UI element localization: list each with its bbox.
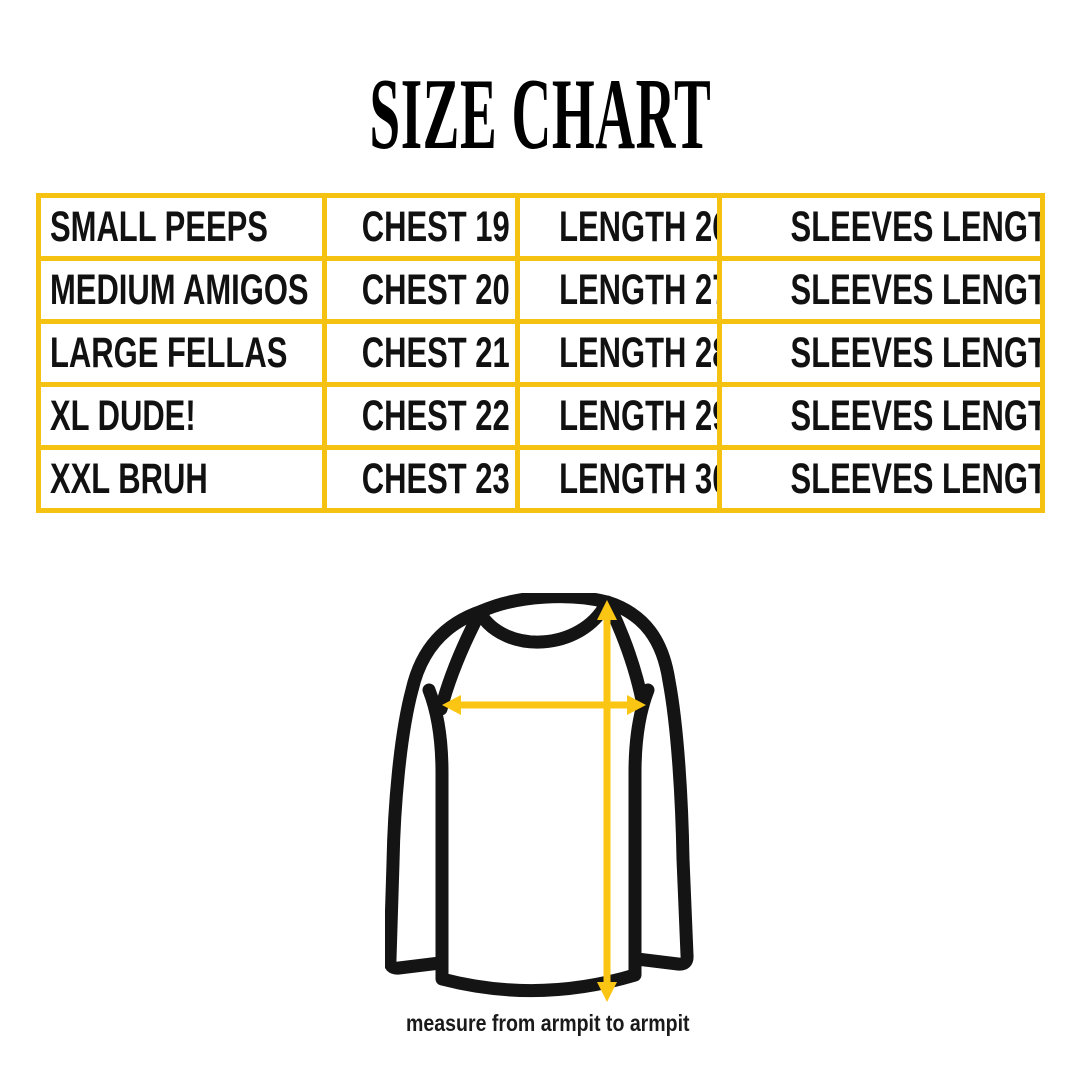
- chest-cell: CHEST 21: [321, 319, 520, 387]
- length-arrow-icon: [597, 600, 617, 1002]
- sleeves-cell: SLEEVES LENGTH 24: [716, 319, 1046, 387]
- table-row: XL DUDE! CHEST 22 LENGTH 29 SLEEVES LENG…: [36, 382, 1046, 450]
- length-cell: LENGTH 30: [514, 445, 722, 513]
- sleeves-value: SLEEVES LENGTH 24: [790, 391, 1037, 440]
- table-row: XXL BRUH CHEST 23 LENGTH 30 SLEEVES LENG…: [36, 445, 1046, 513]
- table-row: MEDIUM AMIGOS CHEST 20 LENGTH 27 SLEEVES…: [36, 256, 1046, 324]
- size-label: XL DUDE!: [50, 391, 196, 440]
- chest-value: CHEST 19: [361, 202, 510, 251]
- length-value: LENGTH 27: [558, 265, 720, 314]
- sleeves-value: SLEEVES LENGTH 23: [790, 202, 1037, 251]
- table-row: LARGE FELLAS CHEST 21 LENGTH 28 SLEEVES …: [36, 319, 1046, 387]
- table-row: SMALL PEEPS CHEST 19 LENGTH 26 SLEEVES L…: [36, 193, 1046, 261]
- length-value: LENGTH 28: [558, 328, 720, 377]
- size-cell: SMALL PEEPS: [36, 193, 327, 261]
- sleeves-cell: SLEEVES LENGTH 26: [716, 445, 1046, 513]
- sleeves-cell: SLEEVES LENGTH 23: [716, 193, 1046, 261]
- page-title: SIZE CHART: [0, 64, 1080, 166]
- length-cell: LENGTH 28: [514, 319, 722, 387]
- size-label: SMALL PEEPS: [50, 202, 268, 251]
- sleeves-value: SLEEVES LENGTH 24: [790, 328, 1037, 377]
- diagram-caption-text: measure from armpit to armpit: [406, 1010, 690, 1036]
- tshirt-measurement-diagram: [385, 593, 707, 1015]
- sleeves-cell: SLEEVES LENGTH 23: [716, 256, 1046, 324]
- size-label: LARGE FELLAS: [50, 328, 288, 377]
- size-label: XXL BRUH: [50, 454, 208, 503]
- chest-width-arrow-icon: [442, 695, 646, 715]
- length-cell: LENGTH 29: [514, 382, 722, 450]
- length-cell: LENGTH 26: [514, 193, 722, 261]
- length-cell: LENGTH 27: [514, 256, 722, 324]
- sleeves-cell: SLEEVES LENGTH 24: [716, 382, 1046, 450]
- chest-value: CHEST 20: [361, 265, 510, 314]
- chest-value: CHEST 23: [361, 454, 510, 503]
- sleeves-value: SLEEVES LENGTH 23: [790, 265, 1037, 314]
- size-table: SMALL PEEPS CHEST 19 LENGTH 26 SLEEVES L…: [36, 193, 1046, 513]
- size-cell: XXL BRUH: [36, 445, 327, 513]
- sleeves-value: SLEEVES LENGTH 26: [790, 454, 1037, 503]
- size-cell: XL DUDE!: [36, 382, 327, 450]
- length-value: LENGTH 29: [558, 391, 720, 440]
- chest-cell: CHEST 19: [321, 193, 520, 261]
- size-cell: MEDIUM AMIGOS: [36, 256, 327, 324]
- page-title-text: SIZE CHART: [369, 58, 711, 171]
- size-label: MEDIUM AMIGOS: [50, 265, 309, 314]
- chest-cell: CHEST 23: [321, 445, 520, 513]
- length-value: LENGTH 30: [558, 454, 720, 503]
- length-value: LENGTH 26: [558, 202, 720, 251]
- tshirt-outline: [385, 593, 694, 998]
- chest-cell: CHEST 22: [321, 382, 520, 450]
- chest-value: CHEST 21: [361, 328, 510, 377]
- chest-value: CHEST 22: [361, 391, 510, 440]
- tshirt-outline-icon: [385, 593, 694, 1002]
- size-cell: LARGE FELLAS: [36, 319, 327, 387]
- chest-cell: CHEST 20: [321, 256, 520, 324]
- diagram-caption: measure from armpit to armpit: [8, 1010, 1080, 1038]
